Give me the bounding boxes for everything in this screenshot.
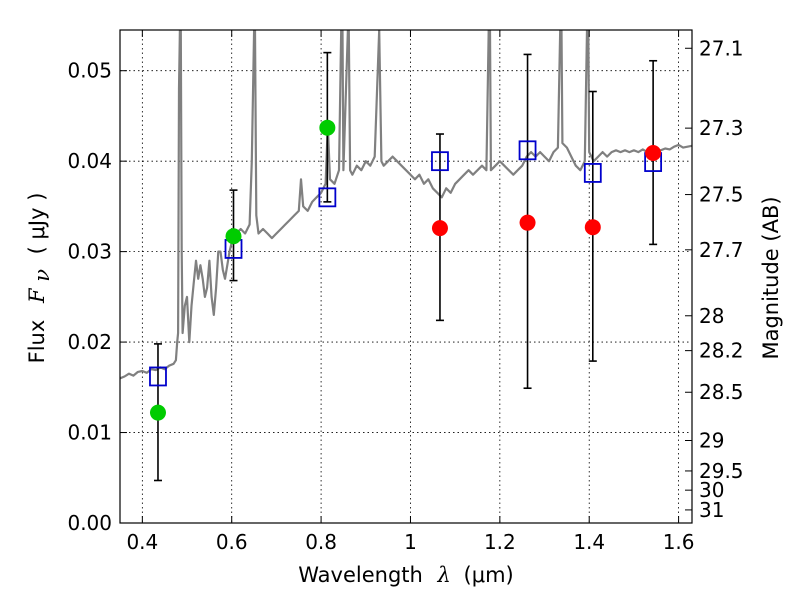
- observed-point-3: [431, 220, 448, 237]
- x-axis-label-symbol: λ: [437, 563, 451, 587]
- x-tick-label-5: 1.4: [573, 530, 605, 554]
- y2-tick-label-8: 29.5: [699, 459, 744, 483]
- model-point-2: [318, 187, 337, 208]
- observed-point-4: [519, 214, 536, 231]
- y-tick-label-4: 0.04: [67, 149, 112, 173]
- x-tick-label-0: 0.4: [126, 530, 158, 554]
- x-tick-label-3: 1: [404, 530, 417, 554]
- y2-tick-label-10: 31: [699, 498, 724, 522]
- observed-point-2: [319, 119, 336, 136]
- y-axis-label-unit: ( μJy ): [25, 193, 49, 255]
- y-axis-label-subscript: ν: [30, 269, 54, 282]
- observed-point-5: [584, 219, 601, 236]
- plot-frame: [119, 29, 693, 524]
- x-tick-label-4: 1.2: [484, 530, 516, 554]
- y2-tick-label-7: 29: [699, 429, 724, 453]
- model-point-0: [149, 366, 167, 387]
- y-axis-ticks: 0.00 0.01 0.02 0.03 0.04 0.05: [67, 59, 127, 535]
- y2-tick-label-6: 28.5: [699, 380, 744, 404]
- observed-point-1: [225, 228, 242, 245]
- model-point-4: [518, 140, 537, 161]
- model-point-3: [431, 151, 449, 172]
- observed-point-6: [645, 145, 662, 162]
- x-tick-label-6: 1.6: [663, 530, 695, 554]
- plot-area: [120, 30, 692, 482]
- y2-tick-label-9: 30: [699, 478, 724, 502]
- y-axis-label: Flux F ν ( μJy ): [25, 193, 54, 364]
- y2-tick-label-3: 27.7: [699, 238, 744, 262]
- spectrum-line: [120, 30, 692, 380]
- y-axis-label-symbol: F: [25, 287, 49, 304]
- y-tick-label-3: 0.03: [67, 240, 112, 264]
- x-axis-label-prefix: Wavelength: [298, 563, 423, 587]
- x-tick-label-1: 0.6: [216, 530, 248, 554]
- observed-point-0: [149, 404, 166, 421]
- y2-tick-label-4: 28: [699, 304, 724, 328]
- y-tick-label-0: 0.00: [67, 511, 112, 535]
- y2-tick-label-0: 27.1: [699, 36, 744, 60]
- observed-points: [149, 119, 662, 421]
- model-points: [149, 140, 663, 387]
- y-tick-label-2: 0.02: [67, 330, 112, 354]
- y2-tick-label-2: 27.5: [699, 183, 744, 207]
- y2-tick-label-1: 27.3: [699, 116, 744, 140]
- y2-tick-label-5: 28.2: [699, 339, 744, 363]
- x-axis-label: Wavelength λ (μm): [298, 563, 513, 587]
- x-tick-label-2: 0.8: [305, 530, 337, 554]
- y-tick-label-5: 0.05: [67, 59, 112, 83]
- x-axis-label-unit: (μm): [464, 563, 514, 587]
- y-tick-label-1: 0.01: [67, 421, 112, 445]
- x-axis-ticks: 0.4 0.6 0.8 1 1.2 1.4 1.6: [126, 30, 695, 554]
- model-point-5: [583, 163, 602, 183]
- y2-axis-label: Magnitude (AB): [759, 196, 783, 359]
- y-axis-label-prefix: Flux: [25, 320, 49, 364]
